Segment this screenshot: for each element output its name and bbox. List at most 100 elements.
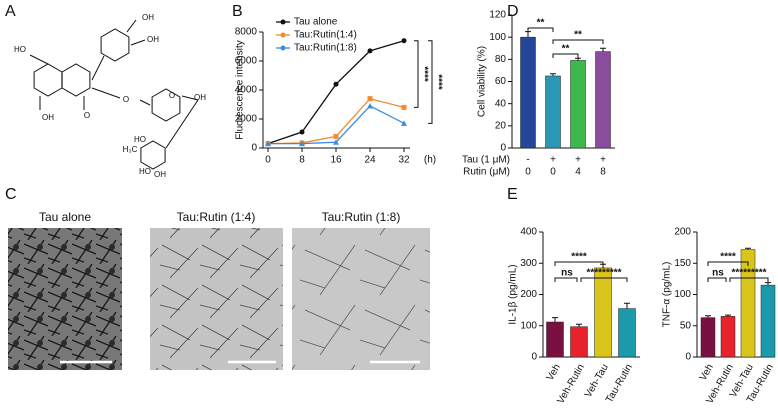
micrograph-title: Tau:Rutin (1:4): [177, 210, 256, 224]
condition-label: Tau (1 μM): [462, 155, 510, 166]
panel-letter: E: [507, 186, 518, 203]
point: [401, 38, 407, 44]
bar: [760, 284, 776, 358]
atom-label: OH: [142, 13, 154, 22]
atom-label: HO: [134, 135, 146, 144]
x-tick-label: 16: [330, 155, 342, 166]
condition-value: +: [550, 155, 556, 166]
bond: [165, 99, 199, 149]
y-axis-label: Fluorescence intensity: [235, 40, 246, 140]
bond: [29, 54, 49, 65]
series-line: [267, 40, 405, 145]
bar: [700, 317, 716, 358]
condition-value: +: [600, 155, 606, 166]
bar: [546, 321, 564, 358]
error-bar: [624, 302, 630, 309]
y-tick-label: 50: [680, 320, 692, 331]
panel-letter: A: [5, 3, 16, 20]
chemical-structure: [29, 19, 199, 170]
error-bar: [705, 315, 711, 318]
point: [367, 102, 373, 109]
bar: [545, 75, 561, 149]
y-tick-label: 100: [520, 320, 537, 331]
micrograph-title: Tau alone: [39, 210, 91, 224]
significance-label: ****: [432, 74, 443, 90]
significance-label: ****: [418, 66, 429, 82]
x-tick-label: 0: [265, 155, 271, 166]
significance-label: ns: [712, 268, 724, 279]
significance-label: **: [537, 18, 545, 29]
significance-bracket: [580, 277, 628, 282]
legend-label: Tau alone: [294, 17, 338, 28]
significance-label: ****: [720, 252, 736, 263]
condition-value: 4: [575, 167, 581, 178]
y-tick-label: 6000: [235, 56, 258, 67]
ring: [151, 88, 181, 122]
panel-letter: C: [5, 186, 17, 203]
point: [367, 48, 373, 54]
bond: [91, 55, 105, 81]
atom-label: OH: [154, 170, 166, 179]
point: [367, 96, 373, 102]
atom-label: HO: [14, 45, 26, 54]
legend-label: Tau:Rutin(1:4): [294, 30, 357, 41]
condition-label: Rutin (μM): [463, 167, 510, 178]
y-tick-label: 60: [495, 76, 507, 87]
y-tick-label: 400: [520, 227, 537, 238]
significance-label: **: [562, 44, 570, 55]
point: [299, 140, 305, 147]
condition-value: +: [575, 155, 581, 166]
significance-label: ns: [561, 268, 573, 279]
y-tick-label: 0: [531, 352, 537, 363]
y-axis-label: Cell viability (%): [477, 46, 488, 117]
atom-label: OH: [147, 35, 159, 44]
error-bar: [600, 47, 606, 52]
atom-label: OH: [42, 113, 54, 122]
y-tick-label: 300: [520, 258, 537, 269]
bar: [618, 308, 636, 358]
error-bar: [575, 57, 581, 61]
micrograph-fibrils: [150, 228, 283, 370]
significance-bracket: [707, 261, 749, 266]
x-tick-label: 24: [364, 155, 376, 166]
significance-label: *********: [586, 268, 621, 279]
bar: [595, 51, 611, 149]
y-tick-label: 200: [674, 227, 691, 238]
significance-bracket: [554, 277, 578, 282]
significance-bracket: [428, 40, 433, 124]
bar: [570, 60, 586, 149]
error-bar: [552, 317, 558, 322]
bond: [139, 99, 151, 106]
ring: [33, 63, 63, 97]
y-tick-label: 150: [674, 258, 691, 269]
error-bar: [745, 247, 751, 250]
bar: [520, 36, 536, 149]
bar: [720, 316, 736, 358]
significance-bracket: [527, 27, 554, 32]
x-tick-label: 32: [398, 155, 410, 166]
y-tick-label: 0: [251, 143, 257, 154]
atom-label: O: [84, 111, 90, 120]
point: [333, 81, 339, 87]
legend-marker: [280, 32, 286, 38]
y-tick-label: 0: [500, 143, 506, 154]
error-bar: [725, 314, 731, 317]
atom-label: O: [123, 95, 129, 104]
panel-letter: B: [232, 3, 243, 20]
x-axis-label: (h): [424, 155, 436, 166]
ring: [61, 63, 91, 97]
significance-label: ****: [571, 252, 587, 263]
bar: [570, 326, 588, 358]
atom-label: HO: [139, 167, 151, 176]
y-tick-label: 8000: [235, 27, 258, 38]
y-tick-label: 40: [495, 98, 507, 109]
y-axis-label: TNF-α (pg/mL): [662, 262, 673, 328]
x-tick-label: 8: [299, 155, 305, 166]
significance-bracket: [729, 277, 769, 282]
y-tick-label: 0: [685, 352, 691, 363]
y-tick-label: 120: [489, 10, 506, 21]
legend-marker: [280, 19, 286, 25]
condition-value: -: [526, 155, 529, 166]
y-axis-label: IL-1β (pg/mL): [508, 264, 519, 324]
